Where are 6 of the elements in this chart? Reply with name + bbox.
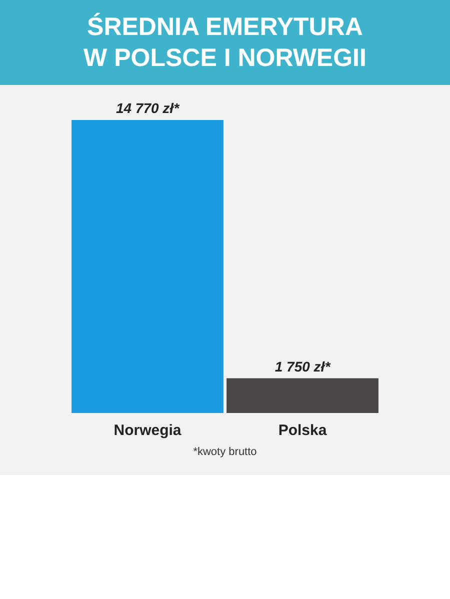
data-label: 1 750 zł*	[274, 358, 331, 374]
text: *kwoty brutto	[192, 446, 258, 458]
data-label: 14 770 zł*	[116, 100, 180, 116]
x-tick-label: Polska	[278, 422, 328, 439]
chart-title: ŚREDNIA EMERYTURA W POLSCE I NORWEGII	[0, 0, 450, 85]
x-tick-label: Norwegia	[114, 422, 182, 439]
